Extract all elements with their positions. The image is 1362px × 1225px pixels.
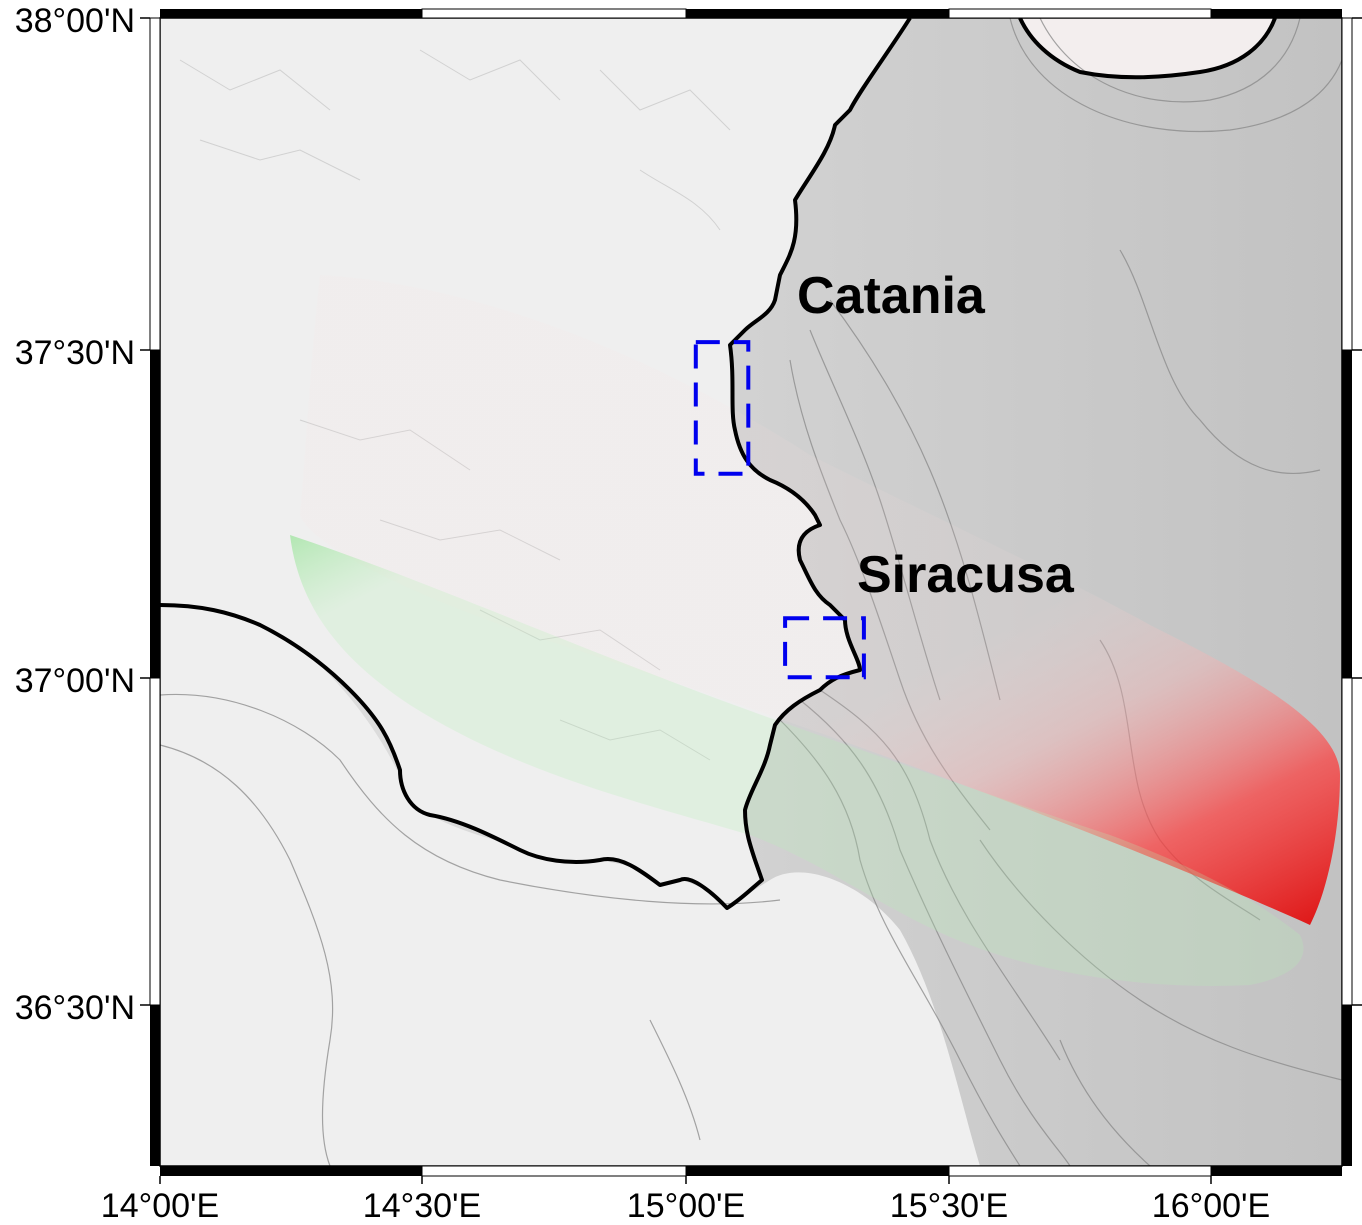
map-body: Catania Siracusa xyxy=(160,18,1342,1166)
lat-tick-label: 37°30'N xyxy=(15,334,135,372)
study-box-siracusa xyxy=(783,616,866,680)
subsidence-band xyxy=(290,535,1304,986)
frame-bars xyxy=(149,8,1353,1177)
lon-tick-label: 14°00'E xyxy=(101,1187,219,1225)
calabria-land xyxy=(1020,18,1275,78)
lat-tick-label: 38°00'N xyxy=(15,2,135,40)
southern-shelf xyxy=(160,605,980,1166)
lon-tick-label: 15°30'E xyxy=(890,1187,1008,1225)
lon-tick-label: 14°30'E xyxy=(363,1187,481,1225)
lat-tick-label: 37°00'N xyxy=(15,662,135,700)
calabria-coastline xyxy=(1018,18,1277,80)
uplift-band xyxy=(300,275,1340,925)
place-label-catania: Catania xyxy=(797,267,986,325)
tick-marks xyxy=(140,17,1362,1184)
lat-tick-label: 36°30'N xyxy=(15,989,135,1027)
lon-tick-label: 15°00'E xyxy=(627,1187,745,1225)
place-label-siracusa: Siracusa xyxy=(857,546,1075,604)
sicily-coastline xyxy=(160,18,912,910)
lon-tick-label: 16°00'E xyxy=(1152,1187,1270,1225)
study-box-catania xyxy=(693,340,751,476)
